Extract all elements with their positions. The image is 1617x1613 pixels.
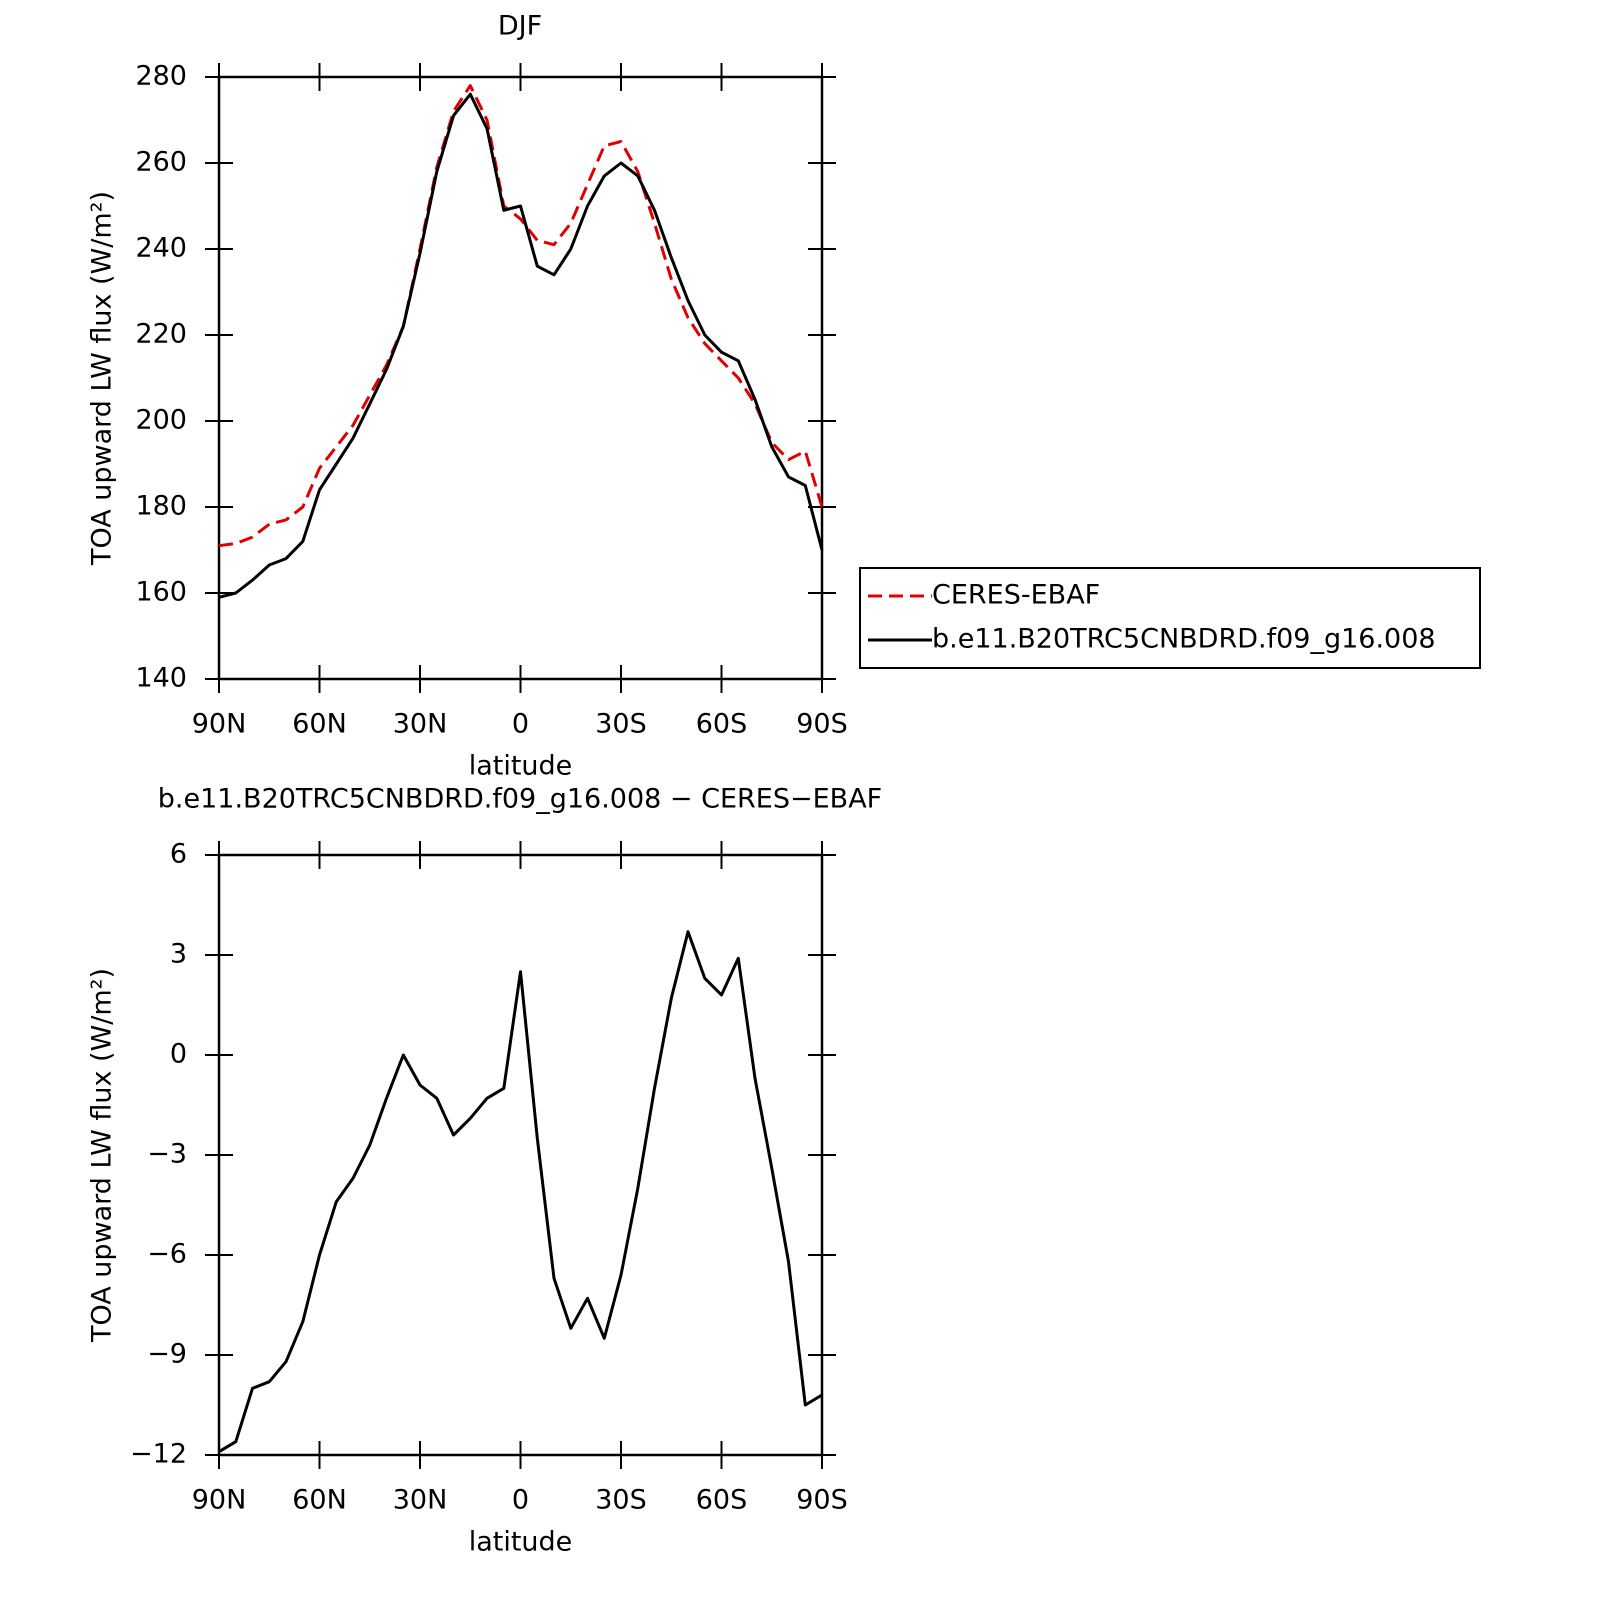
- y-tick-label: 200: [135, 405, 187, 436]
- x-tick-label: 60N: [292, 1485, 347, 1516]
- plot-frame: [217, 853, 824, 1457]
- x-tick-label: 30N: [393, 709, 448, 740]
- x-tick-label: 0: [512, 709, 529, 740]
- y-axis-label: TOA upward LW flux (W/m²): [87, 968, 118, 1343]
- y-tick-label: 3: [170, 939, 187, 970]
- y-tick-label: 280: [135, 61, 187, 92]
- chart-title: b.e11.B20TRC5CNBDRD.f09_g16.008 − CERES−…: [158, 784, 882, 815]
- y-tick-label: −9: [147, 1339, 187, 1370]
- x-axis-label: latitude: [469, 1527, 573, 1558]
- y-tick-label: 140: [135, 663, 187, 694]
- y-tick-label: 160: [135, 577, 187, 608]
- data-line: [218, 930, 823, 1453]
- data-line: [218, 84, 824, 548]
- y-tick-label: 220: [135, 319, 187, 350]
- data-line: [218, 92, 824, 599]
- x-tick-label: 90S: [796, 709, 848, 740]
- y-tick-label: −6: [147, 1239, 187, 1270]
- x-tick-label: 60N: [292, 709, 347, 740]
- plot-frame: [217, 75, 824, 681]
- x-tick-label: 90S: [796, 1485, 848, 1516]
- y-tick-label: −3: [147, 1139, 187, 1170]
- x-axis-label: latitude: [469, 751, 573, 782]
- y-tick-label: 180: [135, 491, 187, 522]
- x-tick-label: 0: [512, 1485, 529, 1516]
- x-tick-label: 90N: [192, 1485, 247, 1516]
- x-tick-label: 90N: [192, 709, 247, 740]
- y-tick-label: 0: [170, 1039, 187, 1070]
- x-tick-label: 60S: [696, 709, 748, 740]
- x-tick-label: 30S: [595, 1485, 647, 1516]
- y-tick-label: −12: [130, 1439, 187, 1470]
- y-tick-label: 240: [135, 233, 187, 264]
- y-axis-label: TOA upward LW flux (W/m²): [87, 191, 118, 566]
- x-tick-label: 60S: [696, 1485, 748, 1516]
- chart-title: DJF: [498, 11, 542, 42]
- x-tick-label: 30S: [595, 709, 647, 740]
- y-tick-label: 6: [170, 839, 187, 870]
- legend-label: b.e11.B20TRC5CNBDRD.f09_g16.008: [932, 624, 1436, 655]
- x-tick-label: 30N: [393, 1485, 448, 1516]
- legend-label: CERES-EBAF: [932, 580, 1100, 611]
- legend-box: [859, 567, 1481, 669]
- y-tick-label: 260: [135, 147, 187, 178]
